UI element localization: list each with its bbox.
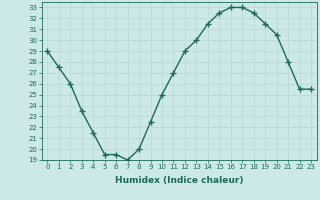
X-axis label: Humidex (Indice chaleur): Humidex (Indice chaleur): [115, 176, 244, 185]
